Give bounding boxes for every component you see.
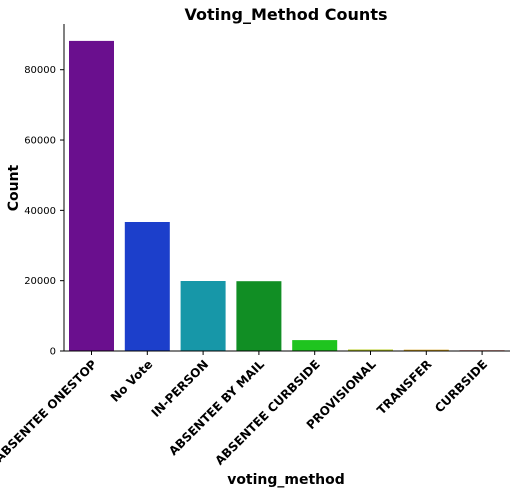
bar-0 <box>69 40 114 352</box>
y-tick-label-0: 0 <box>50 347 56 358</box>
bar-4 <box>292 340 338 351</box>
x-tick-label-3: ABSENTEE BY MAIL <box>166 357 267 458</box>
x-tick-label-1: No Vote <box>108 357 156 405</box>
x-tick-label-7: CURBSIDE <box>432 357 490 415</box>
y-tick-label-2: 40000 <box>24 206 56 217</box>
x-tick-label-6: TRANSFER <box>374 357 434 417</box>
y-axis-ticks: 0 20000 40000 60000 80000 <box>24 65 64 358</box>
x-tick-label-2: IN-PERSON <box>149 357 212 420</box>
y-tick-label-3: 60000 <box>24 136 56 147</box>
y-tick-label-1: 20000 <box>24 276 56 287</box>
bars-group <box>69 40 505 352</box>
y-axis-label: Count <box>6 164 22 211</box>
x-tick-label-4: ABSENTEE CURBSIDE <box>212 357 323 468</box>
chart-title: Voting_Method Counts <box>185 5 388 24</box>
x-tick-label-0: ABSENTEE ONESTOP <box>0 357 100 465</box>
x-axis-label: voting_method <box>227 472 345 488</box>
bar-6 <box>403 349 449 351</box>
bar-1 <box>124 222 170 351</box>
bar-3 <box>236 281 282 351</box>
x-axis-ticks: ABSENTEE ONESTOP No VoteIN-PERSONABSENTEE… <box>0 351 490 468</box>
bar-5 <box>348 349 393 351</box>
y-tick-label-4: 80000 <box>24 65 56 76</box>
bar-2 <box>180 281 226 351</box>
